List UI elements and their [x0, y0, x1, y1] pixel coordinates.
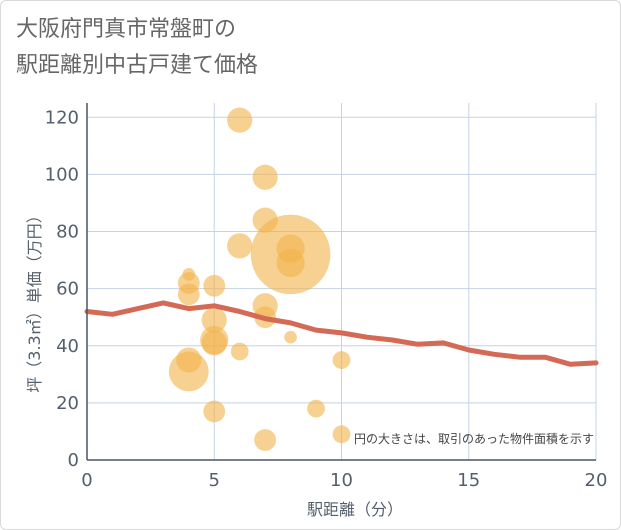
bubble-point-10 [227, 107, 253, 133]
bubble-point-8 [201, 330, 227, 356]
y-tick-label-40: 40 [56, 336, 79, 357]
y-tick-label-20: 20 [56, 393, 79, 414]
y-tick-label-60: 60 [56, 279, 79, 300]
y-tick-label-80: 80 [56, 222, 79, 243]
y-tick-label-0: 0 [68, 450, 79, 471]
chart-title: 大阪府門真市常盤町の 駅距離別中古戸建て価格 [16, 12, 258, 84]
bubble-point-2 [177, 283, 200, 306]
bubble-point-9 [203, 400, 226, 423]
bubble-point-4 [168, 351, 209, 392]
bubble-point-23 [332, 351, 351, 369]
bubble-point-22 [307, 399, 325, 418]
y-axis-label: 坪（3.3㎡）単価（万円） [25, 207, 44, 392]
axes [86, 103, 596, 461]
bubble-point-5 [203, 274, 226, 297]
y-tick-label-100: 100 [45, 164, 79, 185]
chart-title-line-1: 大阪府門真市常盤町の [16, 17, 237, 42]
x-tick-label-15: 15 [457, 470, 480, 491]
average-line-layer [84, 300, 599, 367]
y-tick-label-120: 120 [45, 107, 79, 128]
average-price-line [84, 300, 599, 367]
x-tick-label-20: 20 [585, 470, 608, 491]
grid-lines [87, 103, 597, 460]
chart-title-line-2: 駅距離別中古戸建て価格 [16, 53, 259, 78]
x-axis-label: 駅距離（分） [307, 500, 403, 519]
bubble-point-12 [230, 342, 249, 361]
bubble-point-24 [332, 425, 351, 444]
size-annotation: 円の大きさは、取引のあった物件面積を示す [354, 431, 594, 446]
bubble-layer [168, 107, 351, 451]
tick-labels: 0 5 10 15 20 0 20 40 60 80 100 120 [45, 107, 608, 491]
x-tick-label-10: 10 [330, 470, 353, 491]
bubble-point-20 [276, 248, 305, 278]
bubble-point-11 [227, 233, 253, 259]
x-tick-label-0: 0 [81, 470, 92, 491]
bubble-point-13 [252, 164, 278, 190]
x-tick-label-5: 5 [209, 470, 220, 491]
bubble-point-17 [254, 429, 277, 451]
bubble-point-21 [284, 330, 297, 344]
bubble-point-6 [201, 307, 227, 333]
